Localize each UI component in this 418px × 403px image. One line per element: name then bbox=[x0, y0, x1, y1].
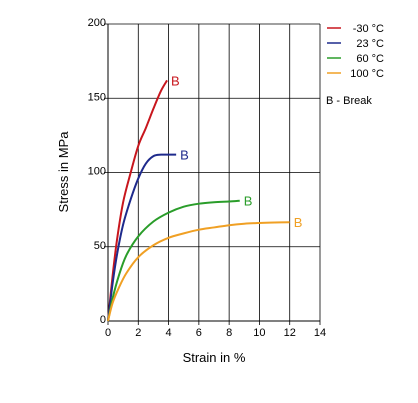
y-tick-label: 50 bbox=[94, 240, 106, 252]
y-tick-label: 100 bbox=[88, 166, 106, 178]
legend-label: 23 °C bbox=[356, 38, 384, 50]
x-tick-label: 6 bbox=[196, 327, 202, 339]
legend-note: B - Break bbox=[326, 95, 372, 107]
grid-lines bbox=[104, 23, 321, 321]
series-line-0 bbox=[107, 79, 168, 322]
legend-label: 60 °C bbox=[356, 53, 384, 65]
break-labels: B B B B bbox=[171, 73, 302, 230]
x-tick-label: 12 bbox=[284, 327, 296, 339]
break-label: B bbox=[180, 148, 189, 163]
y-axis-title: Stress in MPa bbox=[56, 131, 71, 213]
series-line-1 bbox=[107, 153, 177, 322]
x-tick-label: 14 bbox=[314, 327, 326, 339]
x-tick-label: 10 bbox=[253, 327, 265, 339]
x-tick-label: 0 bbox=[105, 327, 111, 339]
series-lines bbox=[107, 79, 290, 322]
x-axis-title: Strain in % bbox=[183, 350, 246, 365]
y-tick-label: 200 bbox=[88, 17, 106, 29]
y-tick-label: 150 bbox=[88, 91, 106, 103]
x-tick-label: 4 bbox=[166, 327, 172, 339]
y-tick-label: 0 bbox=[100, 314, 106, 326]
break-label: B bbox=[171, 73, 180, 88]
legend: -30 °C 23 °C 60 °C 100 °C bbox=[327, 23, 384, 80]
x-tick-label: 2 bbox=[135, 327, 141, 339]
series-line-2 bbox=[107, 199, 240, 322]
series-line-3 bbox=[107, 221, 290, 322]
x-axis-ticks: 0 2 4 6 8 10 12 14 bbox=[105, 321, 326, 339]
x-tick-label: 8 bbox=[226, 327, 232, 339]
axes bbox=[107, 24, 320, 322]
break-label: B bbox=[244, 194, 253, 209]
y-axis-ticks: 0 50 100 150 200 bbox=[88, 17, 106, 326]
legend-label: -30 °C bbox=[353, 23, 384, 35]
break-label: B bbox=[294, 215, 303, 230]
legend-label: 100 °C bbox=[350, 68, 384, 80]
